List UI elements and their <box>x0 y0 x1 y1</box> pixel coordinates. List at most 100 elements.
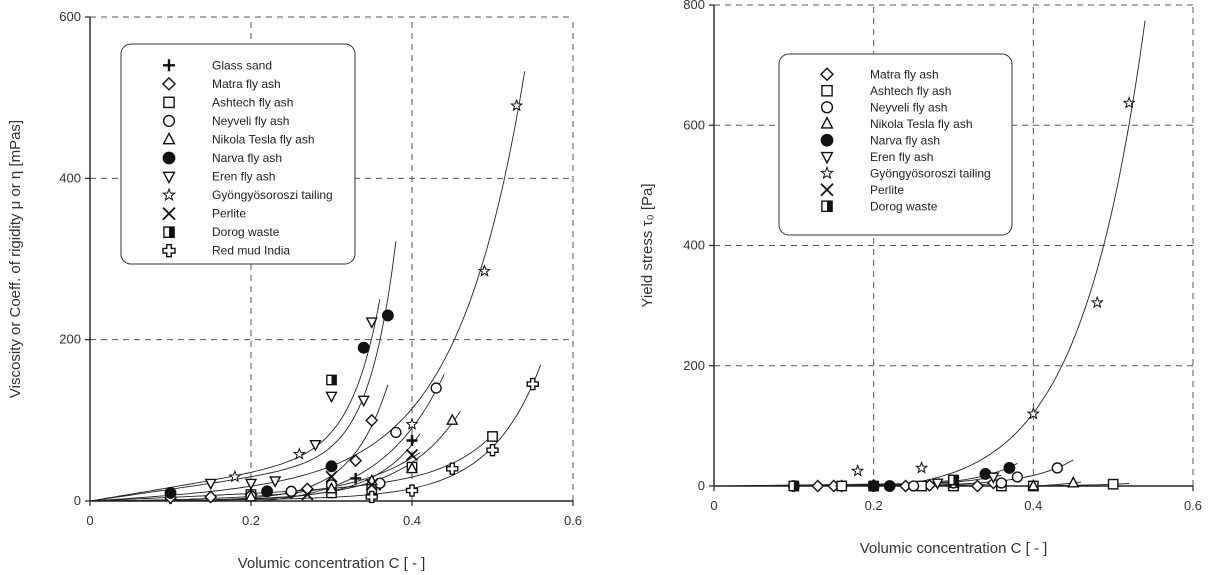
x-axis-label: Volumic concentration C [ - ] <box>860 540 1048 557</box>
series-triangle-down <box>931 472 1000 490</box>
data-point <box>970 479 984 493</box>
data-point <box>836 480 848 492</box>
x-tick-label: 0.2 <box>242 513 260 528</box>
data-point <box>446 413 459 425</box>
data-point <box>867 480 880 492</box>
y-tick-label: 600 <box>683 117 705 132</box>
legend-marker <box>163 59 175 72</box>
fit-curve <box>714 462 1018 487</box>
data-point <box>883 480 896 492</box>
data-point <box>995 477 1008 489</box>
data-point <box>446 462 459 475</box>
x-tick-label: 0.2 <box>865 498 883 513</box>
legend-label: Matra fly ash <box>212 77 281 91</box>
legend-marker <box>162 206 176 221</box>
series-half-filled-square <box>788 474 959 492</box>
data-point <box>325 470 338 483</box>
x-tick-label: 0.6 <box>1184 498 1202 513</box>
series-star <box>851 96 1136 477</box>
legend-label: Ashtech fly ash <box>212 95 293 109</box>
legend-label: Narva fly ash <box>212 151 282 165</box>
data-point <box>1026 406 1040 420</box>
legend-label: Red mud India <box>212 244 290 258</box>
chart-right: 0 200 400 600 800 0 0.2 0.4 0.6 Volumic concentra… <box>639 0 1202 557</box>
legend-marker <box>163 96 175 109</box>
legend-marker <box>162 114 176 128</box>
data-point <box>487 431 498 442</box>
data-point-fill <box>331 375 337 385</box>
x-tick-label: 0.6 <box>564 513 582 528</box>
fit-curve <box>90 384 389 502</box>
legend-label: Matra fly ash <box>870 67 939 81</box>
data-point <box>406 435 418 446</box>
legend-marker <box>820 183 834 197</box>
data-point <box>228 469 242 483</box>
legend-label: Neyveli fly ash <box>212 114 289 128</box>
legend-label: Glass sand <box>212 58 272 72</box>
data-point <box>1067 475 1080 488</box>
fit-curve <box>90 364 542 502</box>
data-point <box>477 264 492 277</box>
data-point <box>405 417 419 430</box>
legend-label: Eren fly ash <box>870 150 933 164</box>
data-point <box>325 460 338 473</box>
legend-marker <box>820 116 834 129</box>
data-point <box>164 487 177 499</box>
fit-curve <box>89 71 526 502</box>
y-tick-label: 800 <box>683 0 705 12</box>
data-point <box>349 454 363 468</box>
legend-label: Nikola Tesla fly ash <box>870 117 973 131</box>
x-axis-label: Volumic concentration C [ - ] <box>238 555 426 572</box>
series-triangle-down <box>204 317 378 491</box>
series-star <box>228 98 524 483</box>
data-point <box>309 439 322 452</box>
series-square <box>245 431 498 500</box>
data-point <box>381 309 394 322</box>
data-point <box>405 448 419 462</box>
y-axis-label: Viscosity or Coeff. of rigidity μ or η [… <box>7 120 24 398</box>
data-point-fill <box>793 481 799 491</box>
data-point <box>365 413 379 427</box>
data-point <box>510 98 524 112</box>
legend-marker <box>161 187 177 202</box>
y-tick-label: 400 <box>683 238 705 253</box>
legend-marker <box>820 67 834 82</box>
data-point <box>1027 479 1040 491</box>
data-point <box>914 461 929 474</box>
legend-marker <box>819 165 835 180</box>
series-half-filled-square <box>326 374 337 386</box>
data-point <box>365 490 378 504</box>
data-point <box>365 478 378 492</box>
legend: Glass sand Matra fly ash Ashtech fly ash Ne… <box>120 43 356 265</box>
y-tick-label: 0 <box>698 478 705 493</box>
legend-label: Eren fly ash <box>212 170 275 184</box>
data-point <box>430 382 442 394</box>
legend-label: Ashtech fly ash <box>870 84 951 98</box>
legend-marker-fill <box>827 201 833 212</box>
y-tick-label: 200 <box>59 332 81 347</box>
series-filled-circle <box>164 309 394 499</box>
legend-marker <box>820 133 834 147</box>
legend-marker <box>162 131 176 145</box>
legend-marker <box>821 84 833 97</box>
data-point <box>405 484 419 497</box>
legend-marker <box>820 101 834 114</box>
x-tick-label: 0.4 <box>403 513 421 528</box>
legend-marker <box>162 244 176 258</box>
data-point <box>357 341 370 354</box>
data-point <box>292 447 306 460</box>
data-point <box>1090 295 1104 309</box>
data-point <box>301 488 314 501</box>
data-point <box>244 478 258 491</box>
data-point <box>269 476 282 488</box>
y-tick-label: 200 <box>683 358 705 373</box>
legend-marker <box>162 76 176 91</box>
data-point <box>1051 462 1063 474</box>
data-point <box>987 472 1000 484</box>
legend-label: Gyöngyösoroszi tailing <box>870 166 991 180</box>
data-point <box>1011 471 1024 483</box>
legend-label: Narva fly ash <box>870 133 940 147</box>
data-point <box>357 395 370 408</box>
y-tick-label: 400 <box>59 170 81 185</box>
